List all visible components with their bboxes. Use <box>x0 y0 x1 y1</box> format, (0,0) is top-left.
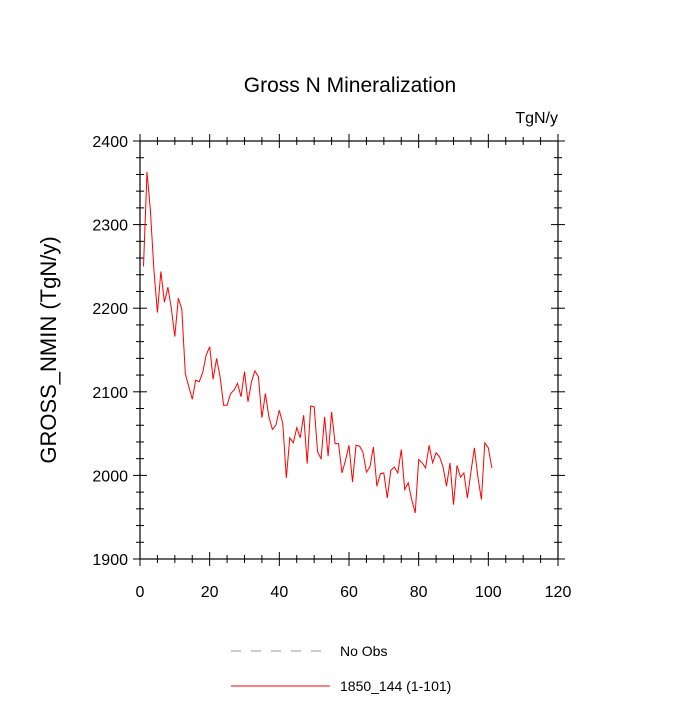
x-tick-label: 20 <box>201 584 219 601</box>
legend-label-1850-144: 1850_144 (1-101) <box>340 678 451 694</box>
units-label: TgN/y <box>515 110 558 127</box>
y-tick-label: 2400 <box>92 134 128 151</box>
axis-ticks <box>133 134 565 566</box>
y-tick-labels: 1900 2000 2100 2200 2300 2400 <box>92 134 128 569</box>
y-axis-label: GROSS_NMIN (TgN/y) <box>36 236 61 463</box>
legend: No Obs 1850_144 (1-101) <box>231 643 451 694</box>
plot-frame <box>139 140 559 560</box>
x-tick-label: 40 <box>270 584 288 601</box>
y-tick-label: 2100 <box>92 385 128 402</box>
y-tick-label: 2000 <box>92 468 128 485</box>
chart-title: Gross N Mineralization <box>244 74 456 97</box>
x-tick-label: 60 <box>340 584 358 601</box>
legend-label-no-obs: No Obs <box>340 643 387 659</box>
y-tick-label: 2200 <box>92 301 128 318</box>
x-tick-label: 80 <box>410 584 428 601</box>
x-tick-labels: 0 20 40 60 80 100 120 <box>136 584 572 601</box>
x-tick-label: 100 <box>475 584 502 601</box>
series-line-1850-144 <box>143 171 493 514</box>
x-tick-label: 120 <box>545 584 572 601</box>
x-tick-label: 0 <box>136 584 145 601</box>
y-tick-label: 2300 <box>92 218 128 235</box>
y-tick-label: 1900 <box>92 552 128 569</box>
